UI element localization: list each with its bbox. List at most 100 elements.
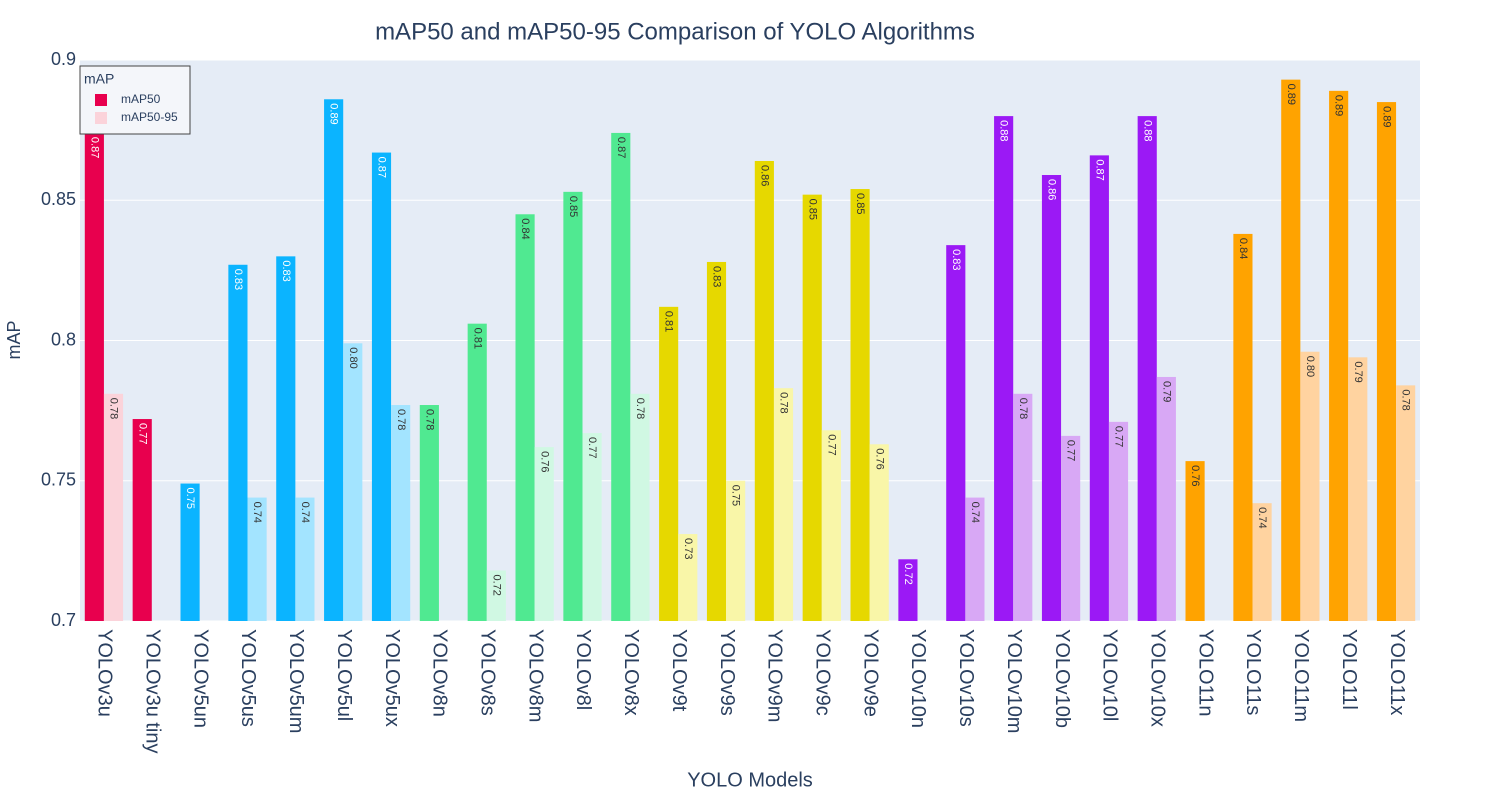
bar — [391, 405, 411, 621]
value-label: 0.79 — [1352, 361, 1364, 382]
x-axis-title: YOLO Models — [687, 769, 813, 791]
value-label: 0.80 — [1304, 356, 1316, 377]
value-label: 0.86 — [1046, 179, 1058, 200]
x-tick-label: YOLOv9m — [764, 629, 786, 722]
bar — [821, 430, 841, 621]
value-label: 0.81 — [663, 311, 675, 332]
value-label: 0.80 — [347, 347, 359, 368]
value-label: 0.79 — [1160, 381, 1172, 402]
x-tick-label: YOLO11n — [1194, 629, 1216, 716]
x-tick-label: YOLOv5ux — [381, 629, 403, 727]
value-label: 0.78 — [1400, 389, 1412, 410]
bar — [295, 497, 315, 621]
x-tick-label: YOLOv3u — [94, 629, 116, 717]
bar — [103, 393, 124, 621]
value-label: 0.85 — [806, 199, 818, 220]
bar — [1252, 503, 1272, 621]
legend-title: mAP — [84, 71, 114, 87]
bar — [228, 264, 248, 621]
value-label: 0.72 — [902, 563, 914, 584]
bar — [726, 480, 746, 621]
value-label: 0.78 — [778, 392, 790, 413]
bar — [180, 483, 200, 621]
value-label: 0.86 — [758, 165, 770, 186]
bar — [419, 405, 439, 621]
value-label: 0.77 — [1113, 426, 1125, 447]
value-label: 0.83 — [711, 266, 723, 287]
x-tick-label: YOLOv10b — [1051, 629, 1073, 728]
value-label: 0.78 — [634, 398, 646, 419]
value-label: 0.76 — [1189, 465, 1201, 486]
bar — [534, 447, 554, 621]
bar — [630, 393, 650, 621]
bar — [84, 132, 104, 621]
x-tick-label: YOLOv3u tiny — [142, 629, 164, 754]
bar — [343, 343, 363, 621]
bar — [946, 245, 966, 621]
bar — [247, 497, 267, 621]
bar — [850, 189, 870, 621]
bar — [994, 116, 1014, 621]
x-tick-label: YOLO11m — [1290, 629, 1312, 722]
value-label: 0.88 — [1141, 120, 1153, 141]
value-label: 0.89 — [328, 103, 340, 124]
chart-title: mAP50 and mAP50-95 Comparison of YOLO Al… — [375, 18, 975, 45]
x-tick-label: YOLOv10l — [1099, 629, 1121, 721]
value-label: 0.76 — [538, 451, 550, 472]
value-label: 0.76 — [873, 448, 885, 469]
value-label: 0.84 — [1237, 238, 1249, 259]
value-label: 0.72 — [490, 575, 502, 596]
bar — [1137, 116, 1157, 621]
value-label: 0.74 — [299, 502, 311, 523]
x-tick-label: YOLOv8s — [477, 629, 499, 716]
x-tick-label: YOLOv8m — [524, 629, 546, 722]
bar — [1329, 90, 1349, 621]
value-label: 0.85 — [854, 193, 866, 214]
value-label: 0.88 — [998, 120, 1010, 141]
x-tick-label: YOLOv10m — [1003, 629, 1025, 733]
bar — [515, 214, 535, 621]
legend-swatch — [95, 94, 107, 106]
value-label: 0.73 — [682, 538, 694, 559]
value-label: 0.77 — [586, 437, 598, 458]
value-label: 0.78 — [108, 398, 120, 419]
value-label: 0.81 — [471, 328, 483, 349]
bar — [678, 534, 698, 621]
value-label: 0.74 — [1256, 507, 1268, 528]
value-label: 0.75 — [184, 488, 196, 509]
bar — [1396, 385, 1416, 621]
value-label: 0.89 — [1333, 95, 1345, 116]
value-label: 0.83 — [232, 269, 244, 290]
x-tick-label: YOLOv5ul — [333, 629, 355, 721]
x-tick-label: YOLOv8l — [572, 629, 594, 710]
bar — [802, 194, 822, 621]
value-label: 0.87 — [1093, 159, 1105, 180]
bar — [1233, 233, 1253, 621]
y-tick-label: 0.85 — [41, 189, 76, 209]
bar — [1376, 102, 1397, 621]
bar — [1089, 155, 1109, 621]
value-label: 0.77 — [136, 423, 148, 444]
x-tick-label: YOLOv9t — [668, 629, 690, 712]
value-label: 0.78 — [395, 409, 407, 430]
bar — [1061, 435, 1081, 621]
x-tick-label: YOLOv10n — [907, 629, 929, 728]
value-label: 0.77 — [1065, 440, 1077, 461]
value-label: 0.75 — [730, 485, 742, 506]
bars: 0.87 0.78 0.77 0.75 0.83 0.74 0.83 0.74 0.89 0.80… — [84, 79, 1416, 621]
x-tick-label: YOLO11s — [1242, 629, 1264, 715]
legend: mAP mAP50 mAP50-95 — [79, 65, 191, 135]
bar — [371, 152, 392, 621]
value-label: 0.87 — [615, 137, 627, 158]
bar — [869, 444, 889, 621]
bar — [1041, 175, 1062, 621]
value-label: 0.74 — [969, 502, 981, 523]
x-tick-label: YOLOv9e — [859, 629, 881, 717]
bar — [486, 570, 506, 621]
x-tick-label: YOLOv10x — [1147, 629, 1169, 727]
value-label: 0.77 — [825, 434, 837, 455]
bar — [611, 132, 631, 621]
bar — [1185, 461, 1205, 621]
bar — [1348, 357, 1368, 621]
x-tick-label: YOLO11x — [1386, 629, 1408, 715]
